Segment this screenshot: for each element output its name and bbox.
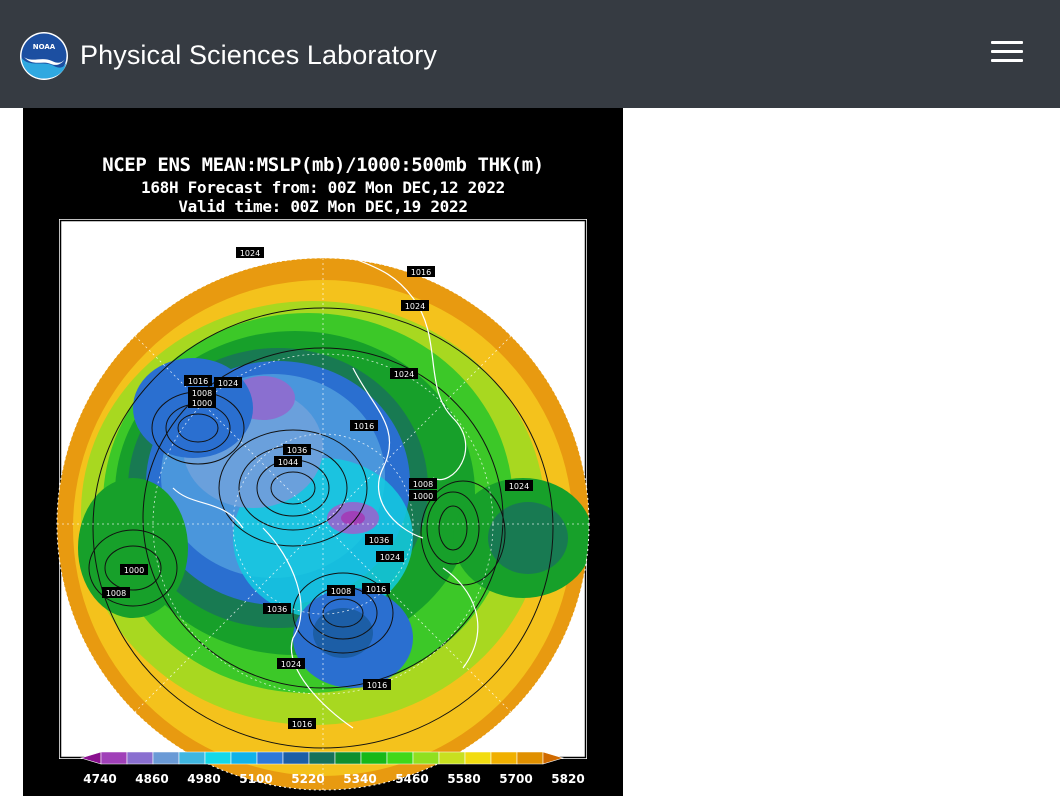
legend-label: 5700	[499, 772, 532, 786]
legend-swatch	[386, 751, 414, 765]
isobar-label: 1024	[380, 553, 400, 562]
legend-swatch	[360, 751, 388, 765]
legend-swatch	[100, 751, 128, 765]
legend-swatch	[542, 751, 565, 765]
legend-swatch	[230, 751, 258, 765]
legend-swatch	[152, 751, 180, 765]
legend-label: 4860	[135, 772, 168, 786]
isobar-label: 1024	[405, 302, 425, 311]
isobar-label: 1024	[394, 370, 414, 379]
hamburger-menu-icon[interactable]	[988, 38, 1026, 66]
legend-swatch	[308, 751, 336, 765]
site-title[interactable]: Physical Sciences Laboratory	[80, 40, 437, 70]
legend-swatch	[256, 751, 284, 765]
isobar-label: 1008	[331, 587, 351, 596]
isobar-label: 1044	[278, 458, 298, 467]
isobar-label: 1008	[192, 389, 212, 398]
legend-label: 5340	[343, 772, 376, 786]
isobar-label: 1024	[509, 482, 529, 491]
legend-label: 5820	[551, 772, 584, 786]
isobar-label: 1016	[292, 720, 312, 729]
isobar-label: 1036	[287, 446, 307, 455]
legend-swatch	[490, 751, 518, 765]
legend-swatch	[204, 751, 232, 765]
legend-label: 5220	[291, 772, 324, 786]
isobar-label: 1008	[413, 480, 433, 489]
legend-swatch	[464, 751, 492, 765]
isobar-label: 1000	[413, 492, 433, 501]
isobar-label: 1016	[367, 681, 387, 690]
isobar-label: 1016	[411, 268, 431, 277]
noaa-logo-icon: NOAA	[20, 31, 68, 80]
isobar-label: 1024	[218, 379, 238, 388]
legend-swatch	[412, 751, 440, 765]
isobar-label: 1024	[240, 249, 260, 258]
isobar-label: 1036	[267, 605, 287, 614]
isobar-label: 1008	[106, 589, 126, 598]
legend-swatch	[334, 751, 362, 765]
polar-map-graphic: 1024 1016 1024 1016 1024 1008 1000 1024 …	[56, 219, 590, 791]
forecast-map-image: NCEP ENS MEAN:MSLP(mb)/1000:500mb THK(m)…	[23, 108, 623, 796]
legend-swatch	[178, 751, 206, 765]
legend-swatch	[438, 751, 466, 765]
isobar-label: 1000	[192, 399, 212, 408]
thickness-color-legend: 4740 4860 4980 5100 5220 5340 5460 5580 5700 5820	[79, 751, 585, 786]
legend-label: 4740	[83, 772, 116, 786]
map-title-line1: NCEP ENS MEAN:MSLP(mb)/1000:500mb THK(m)	[102, 154, 544, 176]
legend-swatch	[282, 751, 310, 765]
legend-label: 4980	[187, 772, 220, 786]
legend-swatch	[126, 751, 154, 765]
isobar-label: 1016	[188, 377, 208, 386]
isobar-labels: 1024 1016 1024 1016 1024 1008 1000 1024 …	[102, 247, 533, 729]
isobar-label: 1000	[124, 566, 144, 575]
legend-label: 5460	[395, 772, 428, 786]
isobar-label: 1016	[354, 422, 374, 431]
legend-label: 5100	[239, 772, 272, 786]
isobar-label: 1036	[369, 536, 389, 545]
map-title-line3: Valid time: 00Z Mon DEC,19 2022	[178, 197, 468, 216]
brand-link[interactable]: NOAA Physical Sciences Laboratory	[20, 31, 437, 80]
legend-label: 5580	[447, 772, 480, 786]
top-navbar: NOAA Physical Sciences Laboratory	[0, 0, 1060, 108]
logo-text: NOAA	[33, 43, 56, 51]
map-title-line2: 168H Forecast from: 00Z Mon DEC,12 2022	[141, 178, 505, 197]
legend-swatch	[516, 751, 544, 765]
isobar-label: 1016	[366, 585, 386, 594]
isobar-label: 1024	[281, 660, 301, 669]
